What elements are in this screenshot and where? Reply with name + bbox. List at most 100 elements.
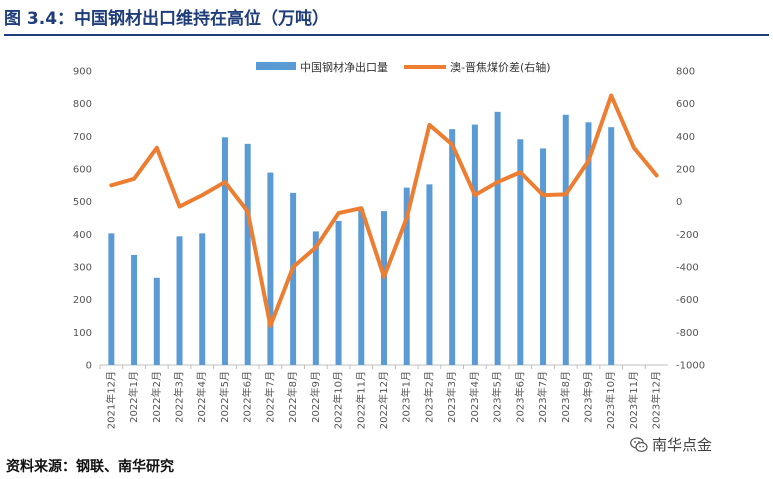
line-point bbox=[178, 205, 182, 209]
line-point bbox=[223, 180, 227, 184]
bar bbox=[312, 231, 319, 365]
bar bbox=[244, 143, 251, 365]
bar bbox=[517, 139, 524, 365]
bar bbox=[426, 184, 433, 365]
bar bbox=[403, 187, 410, 365]
y-right-tick-label: -400 bbox=[676, 263, 699, 274]
x-tick-label: 2023年12月 bbox=[650, 371, 663, 429]
line-series bbox=[109, 93, 659, 328]
legend-line-label: 澳-晋焦煤价差(右轴) bbox=[450, 60, 551, 74]
line-point bbox=[450, 143, 454, 146]
line-point bbox=[291, 265, 295, 269]
line-point bbox=[382, 275, 386, 279]
figure-title: 图 3.4：中国钢材出口维持在高位（万吨） bbox=[4, 9, 330, 29]
y-right-tick-label: 200 bbox=[676, 165, 695, 176]
y-left-tick-label: 200 bbox=[73, 295, 92, 306]
chart-legend: 中国钢材净出口量 澳-晋焦煤价差(右轴) bbox=[256, 60, 551, 74]
line-point bbox=[337, 211, 341, 215]
bar bbox=[290, 192, 297, 365]
y-right-tick-label: 0 bbox=[676, 197, 682, 208]
x-tick-label: 2022年6月 bbox=[241, 371, 254, 423]
line-point bbox=[359, 206, 363, 210]
line-point bbox=[655, 174, 659, 178]
line-point bbox=[200, 193, 204, 197]
x-tick-label: 2023年10月 bbox=[604, 371, 617, 429]
y-left-tick-label: 700 bbox=[73, 132, 92, 143]
legend-bar-swatch bbox=[256, 62, 296, 70]
legend-bar-label: 中国钢材净出口量 bbox=[300, 60, 388, 74]
x-tick-label: 2021年12月 bbox=[104, 371, 117, 429]
line-point bbox=[564, 192, 568, 196]
x-tick-label: 2023年7月 bbox=[536, 371, 549, 423]
line-point bbox=[405, 216, 409, 220]
line-point bbox=[541, 193, 545, 197]
x-tick-label: 2022年9月 bbox=[309, 371, 322, 423]
y-left-tick-label: 800 bbox=[73, 99, 92, 110]
line-point bbox=[427, 123, 431, 127]
line-point bbox=[609, 94, 613, 97]
title-underline bbox=[4, 34, 769, 36]
y-right-tick-label: 800 bbox=[676, 67, 695, 78]
x-tick-label: 2022年7月 bbox=[263, 371, 276, 423]
y-left-tick-label: 600 bbox=[73, 165, 92, 176]
bar bbox=[381, 211, 387, 365]
bar bbox=[335, 220, 342, 365]
x-tick-label: 2023年11月 bbox=[627, 371, 640, 429]
y-right-tick-label: 600 bbox=[676, 99, 695, 110]
x-tick-label: 2023年9月 bbox=[581, 371, 594, 423]
line-point bbox=[586, 159, 590, 163]
x-tick-label: 2022年4月 bbox=[195, 371, 208, 423]
y-left-tick-label: 900 bbox=[73, 67, 92, 78]
line-point bbox=[268, 324, 272, 328]
bar bbox=[494, 111, 501, 365]
y-right-tick-label: -800 bbox=[676, 328, 699, 339]
bar bbox=[562, 114, 569, 365]
x-tick-label: 2022年11月 bbox=[354, 371, 367, 429]
line-point bbox=[632, 146, 636, 150]
line-point bbox=[155, 146, 159, 150]
bar bbox=[585, 122, 592, 365]
line-point bbox=[473, 193, 477, 197]
line-point bbox=[132, 177, 136, 181]
y-left-tick-label: 400 bbox=[73, 230, 92, 241]
y-left-tick-label: 0 bbox=[86, 361, 92, 372]
bar bbox=[221, 137, 228, 365]
x-tick-label: 2023年6月 bbox=[513, 371, 526, 423]
wechat-icon bbox=[630, 436, 648, 452]
bar bbox=[108, 233, 115, 365]
x-tick-label: 2022年3月 bbox=[173, 371, 186, 423]
y-left-tick-label: 100 bbox=[73, 328, 92, 339]
x-tick-label: 2022年5月 bbox=[218, 371, 231, 423]
figure-source: 资料来源：钢联、南华研究 bbox=[6, 459, 174, 475]
y-left-tick-label: 300 bbox=[73, 263, 92, 274]
x-tick-label: 2023年8月 bbox=[559, 371, 572, 423]
line-point bbox=[314, 245, 318, 249]
bar bbox=[358, 208, 365, 365]
y-right-tick-label: 400 bbox=[676, 132, 695, 143]
x-tick-label: 2023年4月 bbox=[468, 371, 481, 423]
bar-series bbox=[108, 111, 615, 365]
line-point bbox=[109, 183, 113, 187]
line-point bbox=[496, 180, 500, 184]
x-tick-label: 2022年1月 bbox=[127, 371, 140, 423]
bar bbox=[608, 127, 615, 365]
y-left-tick-label: 500 bbox=[73, 197, 92, 208]
bar bbox=[471, 124, 478, 365]
x-tick-label: 2023年1月 bbox=[400, 371, 413, 423]
watermark: 南华点金 bbox=[630, 434, 712, 455]
x-tick-label: 2023年2月 bbox=[422, 371, 435, 423]
y-right-tick-label: -600 bbox=[676, 295, 699, 306]
bar bbox=[199, 233, 206, 365]
y-right-tick-label: -1000 bbox=[676, 361, 705, 372]
y-right-tick-label: -200 bbox=[676, 230, 699, 241]
chart-axes: 0 100 200 300 400 500 600 700 800 900 -1000 -800 -60… bbox=[73, 67, 705, 430]
bar bbox=[540, 148, 547, 365]
watermark-text: 南华点金 bbox=[652, 436, 713, 454]
x-tick-label: 2022年12月 bbox=[377, 371, 390, 429]
bar bbox=[176, 236, 183, 365]
bar bbox=[267, 172, 274, 365]
line-point bbox=[246, 209, 250, 213]
bar bbox=[153, 277, 160, 365]
x-tick-label: 2023年3月 bbox=[445, 371, 458, 423]
